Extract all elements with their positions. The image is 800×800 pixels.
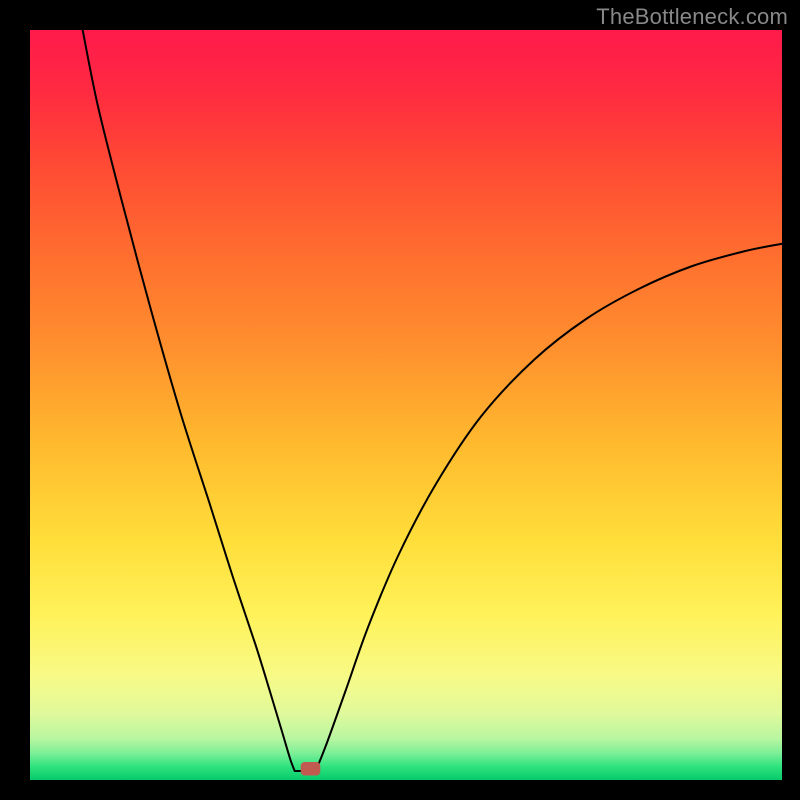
frame-border <box>0 780 800 800</box>
frame-border <box>782 0 800 800</box>
frame-border <box>0 0 30 800</box>
gradient-background <box>30 30 782 780</box>
bottleneck-chart <box>0 0 800 800</box>
optimal-marker <box>301 762 321 776</box>
watermark-text: TheBottleneck.com <box>596 4 788 30</box>
